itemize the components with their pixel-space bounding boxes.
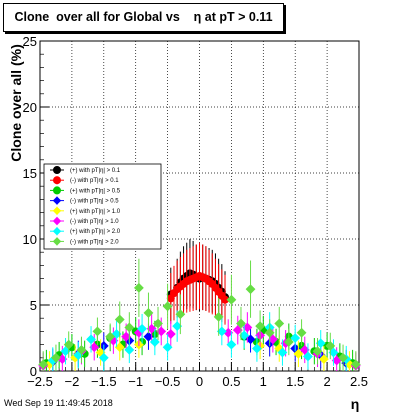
legend-marker: [52, 216, 62, 226]
data-point: [124, 344, 135, 355]
data-point: [245, 284, 256, 295]
y-tick-label: 0: [30, 364, 37, 379]
x-tick-label: 0.5: [222, 374, 240, 389]
legend-label: (+) with pT|η| > 0.5: [70, 188, 121, 194]
x-tick-label: −0.5: [155, 374, 181, 389]
data-point: [277, 347, 288, 358]
data-point: [38, 359, 49, 370]
data-point: [51, 352, 61, 363]
data-point: [226, 339, 237, 350]
legend: (+) with pT|η| > 0.1 (-) with pT|η| > 0.1…: [43, 163, 162, 250]
x-tick-label: 1: [260, 374, 267, 389]
x-tick-label: −1: [128, 374, 143, 389]
data-point: [236, 318, 246, 329]
y-tick-label: 15: [23, 166, 37, 181]
x-tick-label: −2: [64, 374, 79, 389]
series-5: [38, 312, 361, 371]
data-point: [226, 294, 237, 305]
legend-marker: [52, 206, 62, 216]
x-tick-label: −1.5: [91, 374, 117, 389]
data-point: [319, 354, 329, 365]
legend-marker: [53, 176, 61, 185]
x-tick-label: 2: [323, 374, 330, 389]
y-tick-label: 5: [30, 298, 37, 313]
data-point: [63, 339, 74, 350]
data-point: [338, 352, 348, 363]
chart-title: Clone over all for Global vs η at pT > 0…: [3, 3, 284, 32]
legend-marker: [53, 186, 61, 195]
data-point: [143, 308, 154, 318]
series-7: [38, 258, 361, 371]
series-1: [166, 242, 230, 325]
data-point: [255, 321, 266, 332]
data-point: [162, 301, 173, 312]
legend-label: (+) with pT|η| > 2.0: [70, 229, 121, 235]
data-point: [325, 341, 336, 351]
data-point: [213, 311, 224, 322]
y-tick-label: 10: [23, 232, 37, 247]
data-point: [350, 359, 361, 370]
legend-label: (-) with pT|η| > 0.1: [70, 178, 119, 184]
data-points: [38, 239, 361, 371]
data-point: [124, 322, 135, 333]
data-point: [92, 326, 103, 337]
series-6: [47, 310, 352, 371]
data-point: [175, 309, 186, 320]
x-tick-label: 0: [196, 374, 203, 389]
data-point: [133, 282, 144, 293]
x-tick-label: 2.5: [350, 374, 368, 389]
legend-box: [43, 163, 162, 250]
legend-label: (-) with pT|η| > 1.0: [70, 219, 119, 225]
data-point: [312, 346, 323, 357]
data-point: [165, 329, 176, 339]
legend-marker: [52, 237, 62, 246]
data-point: [76, 344, 87, 355]
legend-label: (-) with pT|η| > 0.5: [70, 199, 119, 205]
data-point: [162, 342, 173, 353]
x-tick-label: −2.5: [27, 374, 53, 389]
data-point: [283, 337, 294, 347]
data-point: [86, 334, 96, 345]
legend-marker: [52, 196, 62, 205]
timestamp-footer: Wed Sep 19 11:49:45 2018: [4, 398, 113, 408]
data-point: [98, 352, 109, 363]
data-point: [105, 331, 116, 342]
series-0: [166, 239, 230, 323]
data-point: [252, 343, 262, 354]
legend-marker: [52, 226, 62, 236]
data-point: [149, 337, 160, 347]
legend-label: (+) with pT|η| > 1.0: [70, 209, 121, 215]
x-axis-title: η: [351, 396, 360, 412]
legend-label: (-) with pT|η| > 2.0: [70, 239, 119, 245]
legend-label: (+) with pT|η| > 0.1: [70, 168, 121, 174]
legend-marker: [53, 166, 61, 174]
data-point: [290, 333, 301, 343]
data-point: [303, 351, 313, 362]
data-point: [274, 318, 285, 329]
data-point: [293, 348, 304, 359]
axis-ticks: −2.5 −2 −1.5 −1 −0.5 0 0.5 1 1.5 2 2.5 0 5 10 15 20 25: [23, 34, 369, 389]
data-point: [264, 327, 275, 338]
data-point: [153, 318, 163, 329]
data-point: [137, 323, 147, 334]
data-point: [296, 327, 307, 338]
x-tick-label: 1.5: [286, 374, 304, 389]
data-point: [114, 314, 125, 325]
y-tick-label: 25: [23, 34, 37, 49]
y-tick-label: 20: [23, 100, 37, 115]
y-axis-title: Clone over all (%): [8, 44, 24, 161]
